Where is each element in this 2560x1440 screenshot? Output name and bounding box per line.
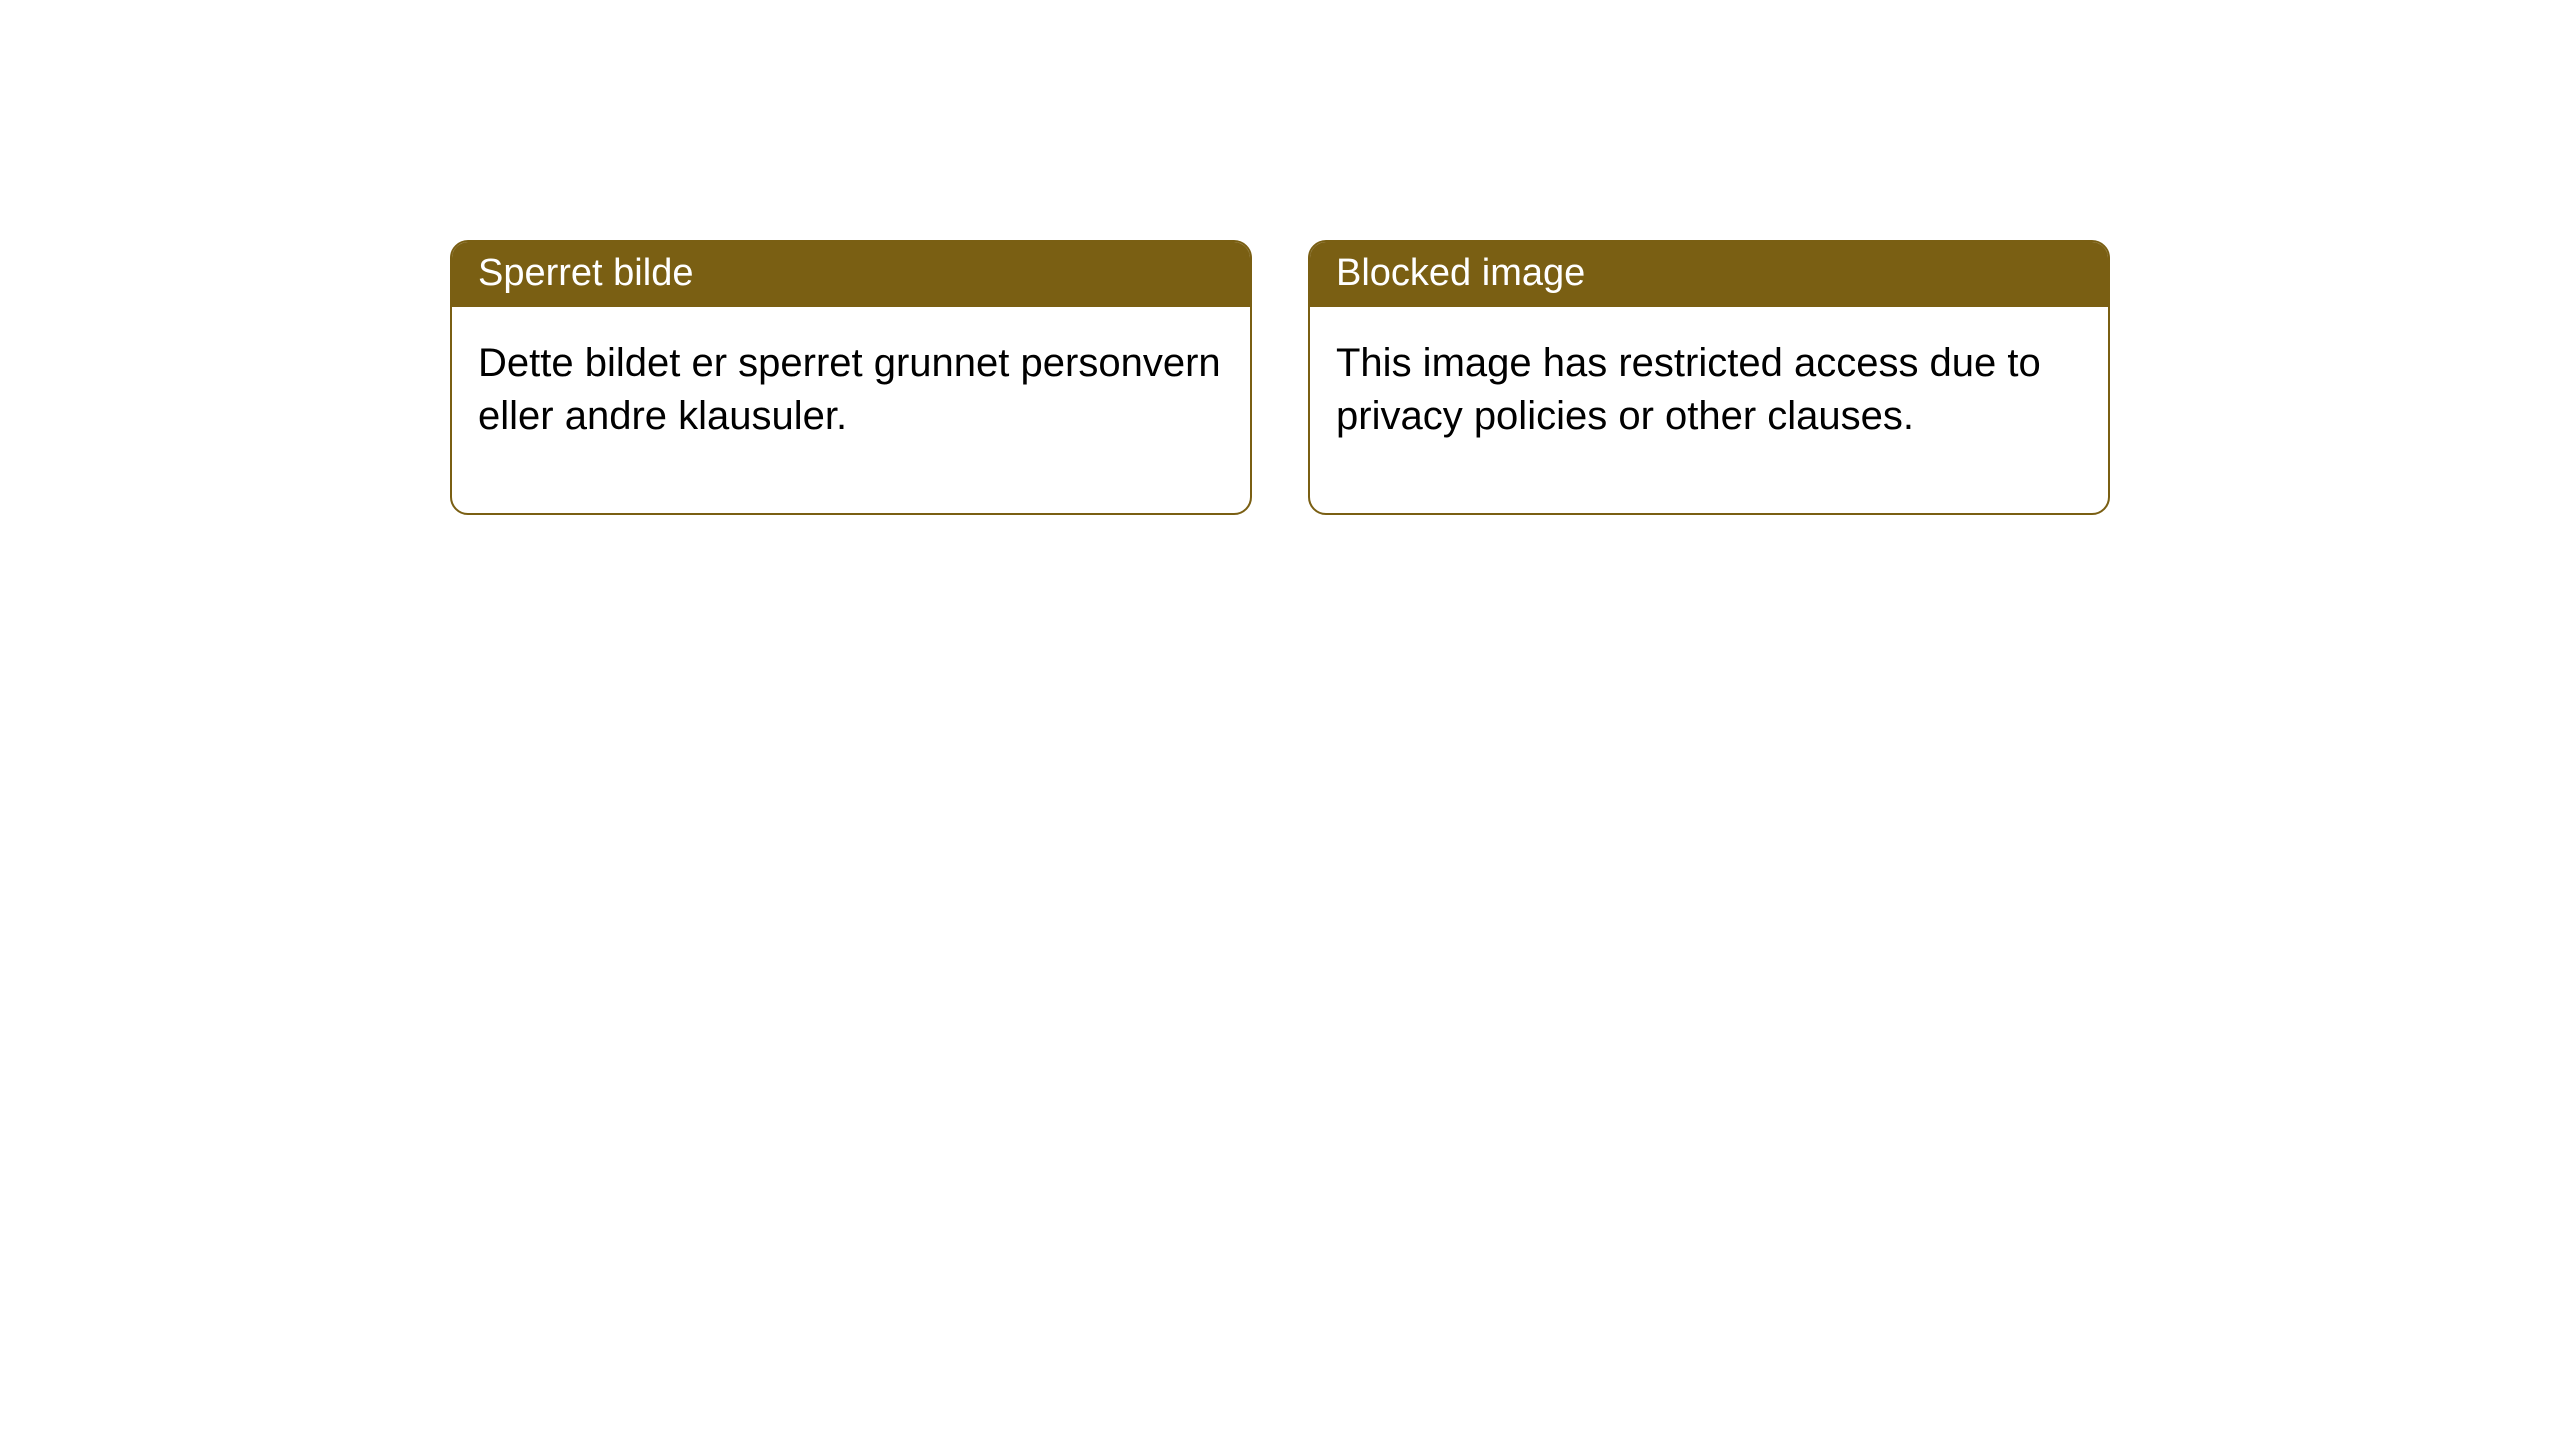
notice-body: Dette bildet er sperret grunnet personve… [452,307,1250,513]
notice-card-norwegian: Sperret bilde Dette bildet er sperret gr… [450,240,1252,515]
notice-container: Sperret bilde Dette bildet er sperret gr… [0,0,2560,515]
notice-body: This image has restricted access due to … [1310,307,2108,513]
notice-header: Sperret bilde [452,242,1250,307]
notice-header: Blocked image [1310,242,2108,307]
notice-card-english: Blocked image This image has restricted … [1308,240,2110,515]
